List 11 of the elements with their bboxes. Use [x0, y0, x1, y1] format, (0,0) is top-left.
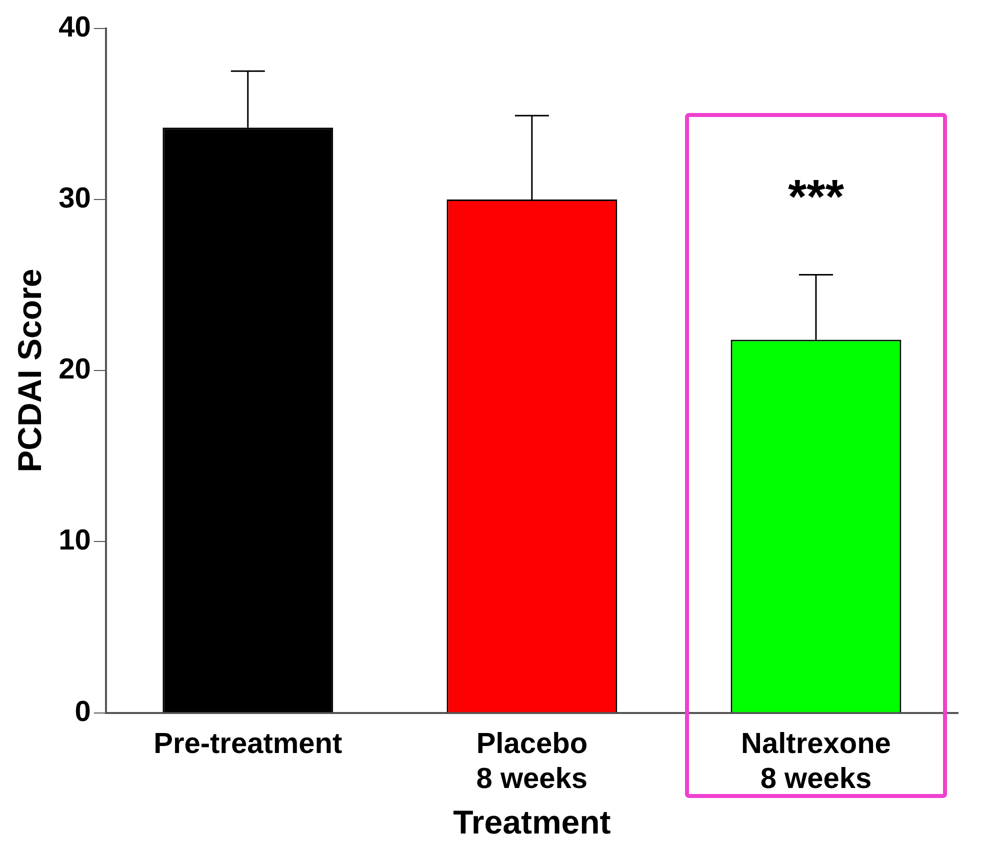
y-tick-label: 20: [58, 354, 91, 386]
x-axis-title: Treatment: [453, 803, 611, 840]
x-tick-label: Pre-treatment: [154, 728, 342, 760]
annotation: ***: [788, 171, 844, 224]
y-axis-title: PCDAI Score: [10, 268, 48, 472]
y-tick-label: 0: [74, 696, 91, 728]
y-tick-label: 40: [58, 11, 91, 44]
y-tick-label: 30: [58, 182, 91, 214]
x-tick-label: Placebo 8 weeks: [476, 728, 588, 795]
y-tick-label: 10: [58, 524, 91, 557]
x-tick-label: Naltrexone 8 weeks: [741, 728, 891, 795]
